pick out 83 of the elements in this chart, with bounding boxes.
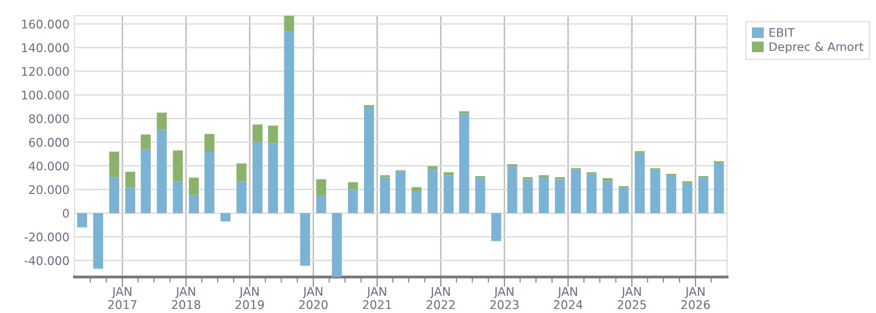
legend-label: EBIT bbox=[770, 28, 795, 37]
x-tick-label: JAN 2018 bbox=[172, 287, 200, 310]
x-tick-label: JAN 2025 bbox=[618, 287, 646, 310]
x-tick-label: JAN 2023 bbox=[490, 287, 518, 310]
bar bbox=[109, 177, 120, 214]
bar bbox=[236, 163, 246, 182]
bar bbox=[682, 182, 692, 214]
bar bbox=[252, 124, 263, 142]
x-tick-label: JAN 2022 bbox=[426, 287, 455, 310]
bar bbox=[412, 187, 422, 192]
bar bbox=[204, 151, 214, 214]
y-tick-label: 80.000 bbox=[29, 114, 69, 124]
y-tick-label: 140.000 bbox=[22, 43, 69, 52]
bar bbox=[188, 178, 199, 195]
bar bbox=[698, 178, 708, 214]
bar bbox=[236, 181, 246, 214]
bar bbox=[188, 194, 199, 214]
y-tick-label: 60.000 bbox=[29, 138, 69, 147]
bar bbox=[412, 192, 422, 214]
bar bbox=[538, 175, 549, 178]
bar bbox=[396, 171, 406, 214]
x-tick-label: JAN 2020 bbox=[299, 287, 328, 310]
y-tick-label: -20.000 bbox=[24, 232, 69, 242]
bar bbox=[156, 130, 167, 214]
legend-label: Deprec & Amort bbox=[770, 42, 864, 54]
bar bbox=[140, 134, 151, 150]
y-tick-label: 100.000 bbox=[22, 90, 69, 100]
y-tick-label: -40.000 bbox=[24, 256, 69, 266]
bar bbox=[650, 170, 660, 214]
bar bbox=[522, 179, 533, 214]
bar bbox=[220, 213, 230, 222]
bar bbox=[93, 213, 104, 269]
bar bbox=[714, 163, 724, 214]
y-tick-label: 0 bbox=[62, 208, 69, 218]
bar bbox=[109, 152, 120, 178]
bar bbox=[507, 166, 518, 214]
bar bbox=[300, 213, 310, 266]
x-tick-label: JAN 2024 bbox=[554, 287, 582, 310]
bar bbox=[428, 170, 438, 214]
y-tick-label: 120.000 bbox=[22, 66, 69, 76]
bar bbox=[444, 175, 454, 214]
bar bbox=[172, 150, 183, 182]
bar bbox=[348, 189, 358, 214]
bar bbox=[172, 181, 183, 214]
bar bbox=[459, 111, 470, 114]
bar bbox=[364, 107, 374, 214]
bar bbox=[554, 179, 565, 214]
bar bbox=[125, 172, 136, 188]
bar bbox=[204, 134, 214, 152]
x-tick-label: JAN 2026 bbox=[681, 287, 710, 310]
bar bbox=[268, 126, 278, 143]
bar bbox=[444, 172, 454, 176]
bar bbox=[268, 142, 278, 214]
bar bbox=[380, 177, 390, 214]
bar bbox=[618, 188, 629, 214]
bar bbox=[316, 179, 326, 196]
bar bbox=[586, 174, 597, 214]
x-tick-label: JAN 2019 bbox=[236, 287, 264, 310]
bar bbox=[77, 213, 88, 228]
y-tick-label: 160.000 bbox=[22, 20, 69, 29]
bar bbox=[570, 170, 581, 214]
bar bbox=[459, 114, 470, 214]
bar bbox=[666, 176, 676, 214]
y-tick-label: 40.000 bbox=[28, 162, 69, 170]
x-tick-label: JAN 2017 bbox=[108, 287, 136, 310]
bar bbox=[125, 187, 136, 214]
bar bbox=[428, 166, 438, 170]
bar bbox=[284, 16, 294, 32]
bar bbox=[332, 213, 342, 278]
bar bbox=[475, 178, 486, 214]
bar bbox=[252, 142, 263, 214]
bar bbox=[156, 112, 167, 130]
bar bbox=[316, 196, 326, 214]
bar bbox=[634, 153, 645, 214]
bar bbox=[348, 182, 358, 190]
x-tick-label: JAN 2021 bbox=[362, 287, 392, 310]
bar bbox=[491, 213, 502, 242]
bar bbox=[538, 178, 549, 214]
bar bbox=[602, 178, 613, 182]
bar bbox=[140, 149, 151, 214]
y-tick-label: 20.000 bbox=[29, 185, 69, 194]
bar bbox=[284, 32, 294, 214]
bar bbox=[602, 181, 613, 214]
